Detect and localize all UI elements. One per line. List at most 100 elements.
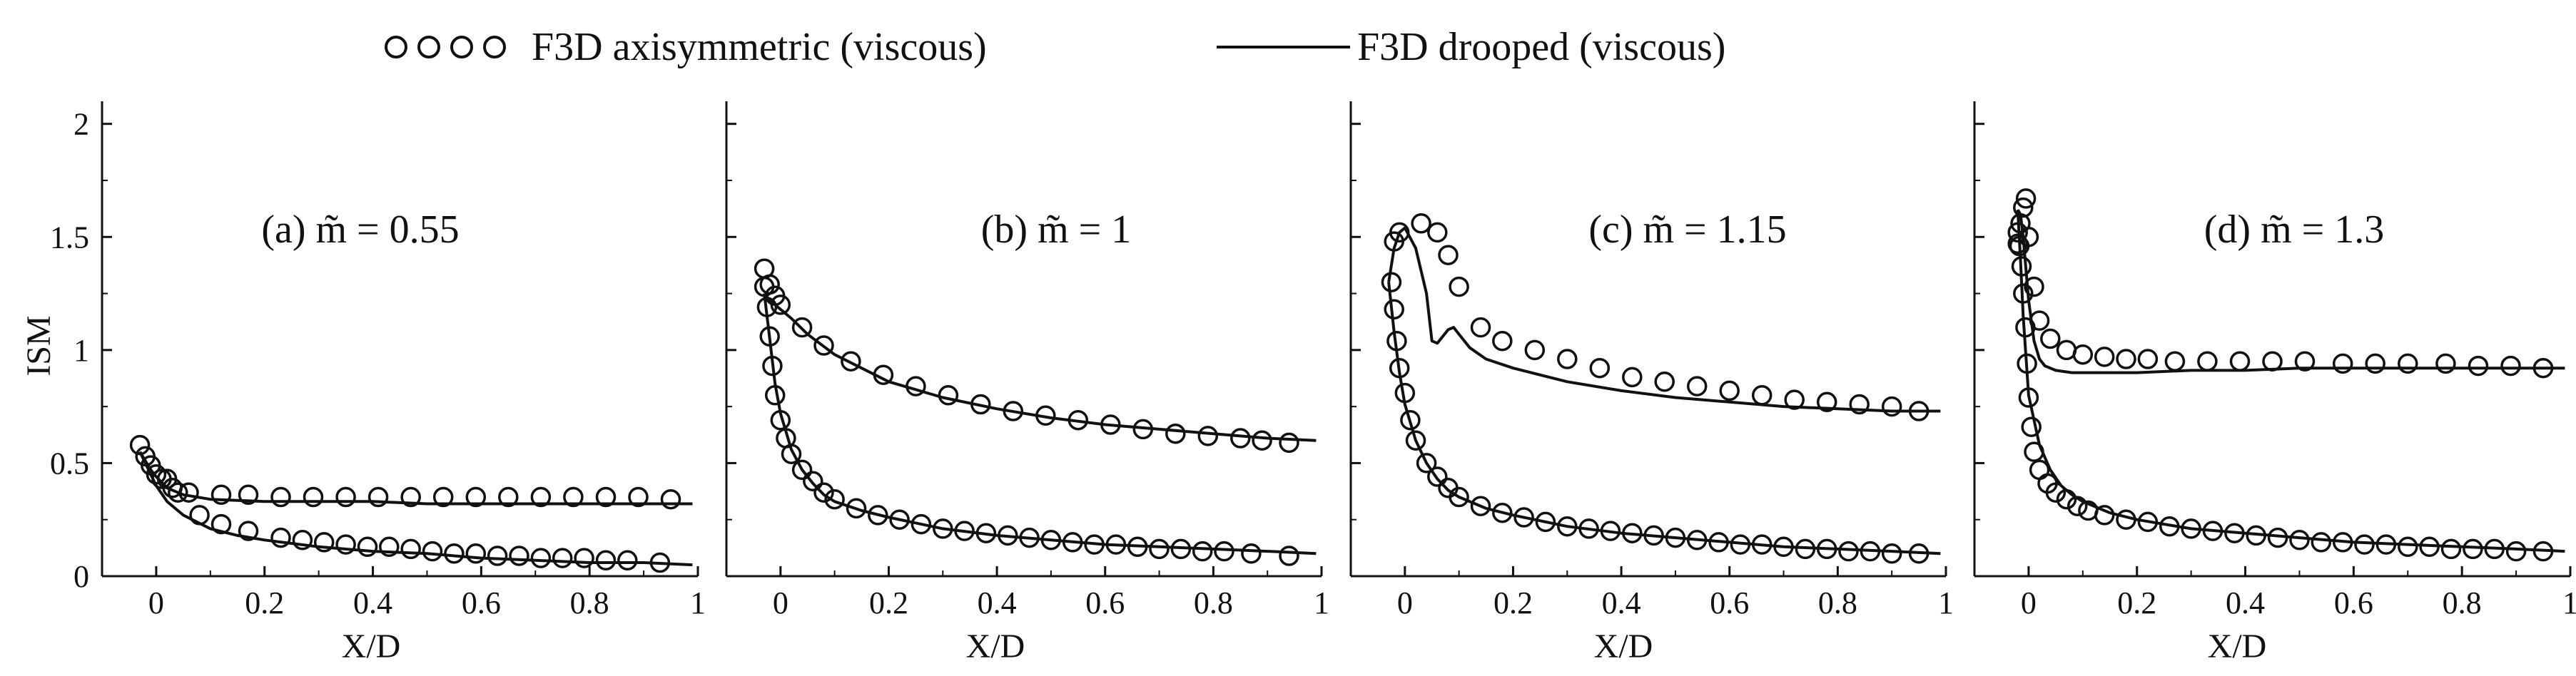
legend-marker-2 bbox=[417, 36, 440, 58]
panel-c-title: (c) m̃ = 1.15 bbox=[1588, 208, 1786, 252]
panel-a-axisymmetric-point bbox=[465, 543, 487, 564]
panel-c-x-tick-label: 0.6 bbox=[1710, 585, 1749, 620]
panel-a-y-tick-label: 1 bbox=[73, 333, 89, 368]
panel-d-x-tick-label: 0 bbox=[2021, 585, 2037, 620]
panel-b-axisymmetric-point bbox=[1241, 543, 1262, 564]
panel-d-axisymmetric-point bbox=[2365, 353, 2385, 374]
panel-a: 0 0.2 0.4 0.6 0.8 1 0 0.5 1 1.5 2 (a) m̃ = 0.55 X/… bbox=[20, 101, 706, 665]
panel-d-x-tick-label: 1 bbox=[2562, 585, 2576, 620]
panel-a-axisymmetric-point bbox=[563, 486, 584, 508]
panel-d: 0 0.2 0.4 0.6 0.8 1 (d) m̃ = 1.3 X/D bbox=[1973, 101, 2576, 665]
panel-d-axisymmetric-point bbox=[2029, 459, 2050, 481]
panel-b-x-tick-label: 0.2 bbox=[869, 585, 908, 620]
panel-b-axisymmetric-point bbox=[938, 385, 959, 406]
panel-b-axes: 0 0.2 0.4 0.6 0.8 1 bbox=[725, 101, 1329, 620]
panel-a-axisymmetric-point bbox=[574, 548, 594, 568]
panel-a-axisymmetric-point bbox=[335, 534, 356, 555]
panel-d-axisymmetric-point bbox=[2164, 351, 2186, 372]
panel-c-axisymmetric-point bbox=[1589, 357, 1611, 379]
panel-a-axisymmetric-point bbox=[129, 434, 151, 456]
panel-a-x-tick-label: 0.6 bbox=[462, 585, 501, 620]
panel-d-axisymmetric-point bbox=[2021, 416, 2042, 437]
panel-c-axisymmetric-point bbox=[1686, 376, 1708, 396]
panel-c-axisymmetric-point bbox=[1535, 511, 1556, 533]
panel-d-axisymmetric-point bbox=[2505, 541, 2527, 562]
panel-a-axisymmetric-point bbox=[432, 486, 454, 508]
panel-b-axisymmetric-point bbox=[770, 295, 791, 315]
panel-b-axisymmetric-point bbox=[1197, 426, 1219, 446]
panel-c-axisymmetric-point bbox=[1816, 391, 1837, 413]
legend-circle-markers bbox=[385, 36, 506, 58]
panel-d-axisymmetric-point bbox=[2311, 532, 2332, 553]
panel-d-axisymmetric-point bbox=[2435, 353, 2456, 374]
panel-b-axisymmetric-point bbox=[1214, 541, 1234, 562]
panel-a-axisymmetric-point bbox=[211, 484, 232, 506]
panel-b-data bbox=[754, 258, 1317, 566]
panel-c-x-tick-label: 0.8 bbox=[1818, 585, 1857, 620]
panel-b: 0 0.2 0.4 0.6 0.8 1 (b) m̃ = 1 X/D bbox=[725, 101, 1329, 665]
panel-a-y-tick-label: 0.5 bbox=[50, 446, 89, 481]
panel-d-axes: 0 0.2 0.4 0.6 0.8 1 bbox=[1973, 101, 2576, 620]
panel-c-axisymmetric-point bbox=[1849, 394, 1870, 415]
panel-c-axisymmetric-point bbox=[1405, 430, 1426, 451]
panel-a-axisymmetric-point bbox=[292, 530, 313, 550]
panel-b-axisymmetric-point bbox=[1279, 432, 1299, 454]
panel-d-drooped-line-3 bbox=[2016, 210, 2565, 553]
panel-c-axisymmetric-point bbox=[1492, 330, 1513, 352]
legend-marker-1 bbox=[385, 36, 407, 58]
panel-d-axisymmetric-point bbox=[2056, 339, 2077, 361]
panel-d-drooped-line-2 bbox=[2016, 209, 2565, 374]
panel-c-axisymmetric-point bbox=[1449, 276, 1469, 297]
panel-a-axisymmetric-point bbox=[357, 536, 378, 558]
panel-c-axisymmetric-point bbox=[1524, 339, 1546, 361]
panel-a-axisymmetric-point bbox=[379, 536, 400, 558]
panel-a-axisymmetric-point bbox=[595, 486, 617, 508]
panel-b-axisymmetric-point bbox=[889, 509, 910, 530]
panel-a-axisymmetric-point bbox=[211, 513, 232, 535]
panel-d-axisymmetric-point bbox=[2398, 536, 2418, 558]
panel-b-axisymmetric-point bbox=[791, 459, 813, 481]
panel-c-x-tick-label: 0.4 bbox=[1602, 585, 1641, 620]
panel-a-axisymmetric-point bbox=[530, 486, 552, 508]
panel-d-x-tick-label: 0.2 bbox=[2117, 585, 2156, 620]
panel-d-axisymmetric-point bbox=[2229, 351, 2251, 372]
panel-b-axisymmetric-point bbox=[1279, 546, 1299, 566]
panel-b-axisymmetric-point bbox=[791, 317, 813, 338]
panel-a-axisymmetric-point bbox=[168, 482, 188, 503]
panel-d-axisymmetric-point bbox=[2045, 482, 2067, 503]
panel-c-axisymmetric-point bbox=[1427, 222, 1448, 243]
panel-a-axisymmetric-point bbox=[303, 486, 324, 508]
panel-a-axisymmetric-point bbox=[595, 550, 617, 571]
legend: F3D axisymmetric (viscous) F3D drooped (… bbox=[385, 25, 1725, 69]
panel-a-axisymmetric-point bbox=[422, 541, 443, 562]
panel-d-x-tick-label: 0.8 bbox=[2443, 585, 2482, 620]
panel-a-axisymmetric-point bbox=[617, 550, 638, 571]
panel-b-axisymmetric-point bbox=[1230, 428, 1251, 449]
panel-a-title: (a) m̃ = 0.55 bbox=[261, 208, 459, 252]
panel-d-axisymmetric-point bbox=[2197, 351, 2218, 372]
panel-a-x-tick-label: 0.8 bbox=[570, 585, 609, 620]
panel-a-axisymmetric-point bbox=[487, 546, 508, 566]
panel-c-axisymmetric-point bbox=[1751, 385, 1773, 406]
panel-a-x-tick-label: 0.2 bbox=[245, 585, 284, 620]
panel-a-axisymmetric-point bbox=[400, 486, 421, 508]
panel-b-axisymmetric-point bbox=[813, 482, 834, 503]
panel-d-axisymmetric-point bbox=[2072, 344, 2094, 365]
panel-b-title: (b) m̃ = 1 bbox=[981, 208, 1131, 252]
panel-c-axisymmetric-point bbox=[1881, 396, 1902, 417]
panel-a-x-tick-label: 1 bbox=[690, 585, 706, 620]
panel-c-axisymmetric-point bbox=[1513, 507, 1534, 528]
panel-a-x-tick-label: 0 bbox=[148, 585, 164, 620]
panel-a-data bbox=[129, 434, 693, 573]
panel-d-x-tick-label: 0.4 bbox=[2226, 585, 2265, 620]
panel-c-axisymmetric-point bbox=[1881, 543, 1902, 564]
panel-c-axisymmetric-point bbox=[1784, 389, 1805, 410]
panel-a-axisymmetric-point bbox=[238, 484, 259, 506]
panel-a-ylabel: ISM bbox=[20, 315, 58, 376]
panel-b-axisymmetric-point bbox=[813, 335, 834, 356]
panel-c-axisymmetric-point bbox=[1470, 496, 1491, 516]
panel-c-axisymmetric-point bbox=[1438, 245, 1459, 265]
panel-c: 0 0.2 0.4 0.6 0.8 1 (c) m̃ = 1.15 X/D bbox=[1349, 101, 1954, 665]
panel-a-axisymmetric-point bbox=[628, 486, 649, 508]
panel-b-drooped-line-2 bbox=[763, 292, 1317, 442]
